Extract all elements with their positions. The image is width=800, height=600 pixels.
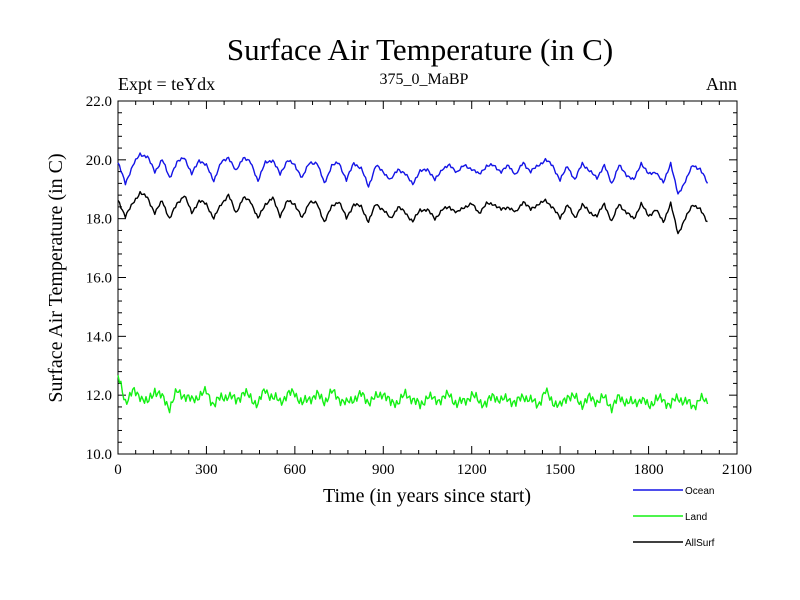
series-line-ocean (117, 152, 709, 195)
y-tick-label: 16.0 (86, 271, 112, 287)
legend-label-land: Land (685, 512, 707, 523)
y-tick-label: 20.0 (86, 153, 112, 169)
y-tick-label: 12.0 (86, 388, 112, 404)
x-tick-label: 1800 (634, 462, 664, 478)
legend-label-ocean: Ocean (685, 486, 714, 497)
experiment-label: Expt = teYdx (118, 74, 215, 94)
x-tick-label: 2100 (722, 462, 752, 478)
x-tick-label: 600 (284, 462, 307, 478)
x-tick-label: 0 (114, 462, 122, 478)
x-tick-label: 900 (372, 462, 395, 478)
y-tick-label: 18.0 (86, 212, 112, 228)
y-tick-label: 10.0 (86, 447, 112, 463)
x-tick-label: 1500 (545, 462, 575, 478)
x-tick-label: 1200 (457, 462, 487, 478)
x-tick-label: 300 (195, 462, 218, 478)
chart-subtitle: 375_0_MaBP (380, 71, 469, 88)
series-line-land (117, 375, 709, 414)
legend-label-allsurf: AllSurf (685, 538, 715, 549)
y-tick-label: 22.0 (86, 94, 112, 110)
series-lines (117, 152, 709, 414)
y-axis-label: Surface Air Temperature (in C) (45, 153, 67, 402)
axis-ticks: 0 300 600 900 1200 1500 1800 2100 10.0 12.0 14.0 16… (86, 94, 752, 478)
x-axis-label: Time (in years since start) (323, 485, 531, 507)
y-tick-label: 14.0 (86, 329, 112, 345)
legend: Ocean Land AllSurf (633, 486, 715, 549)
period-label: Ann (706, 74, 737, 94)
series-line-allsurf (117, 190, 708, 235)
chart-title: Surface Air Temperature (in C) (227, 32, 613, 67)
